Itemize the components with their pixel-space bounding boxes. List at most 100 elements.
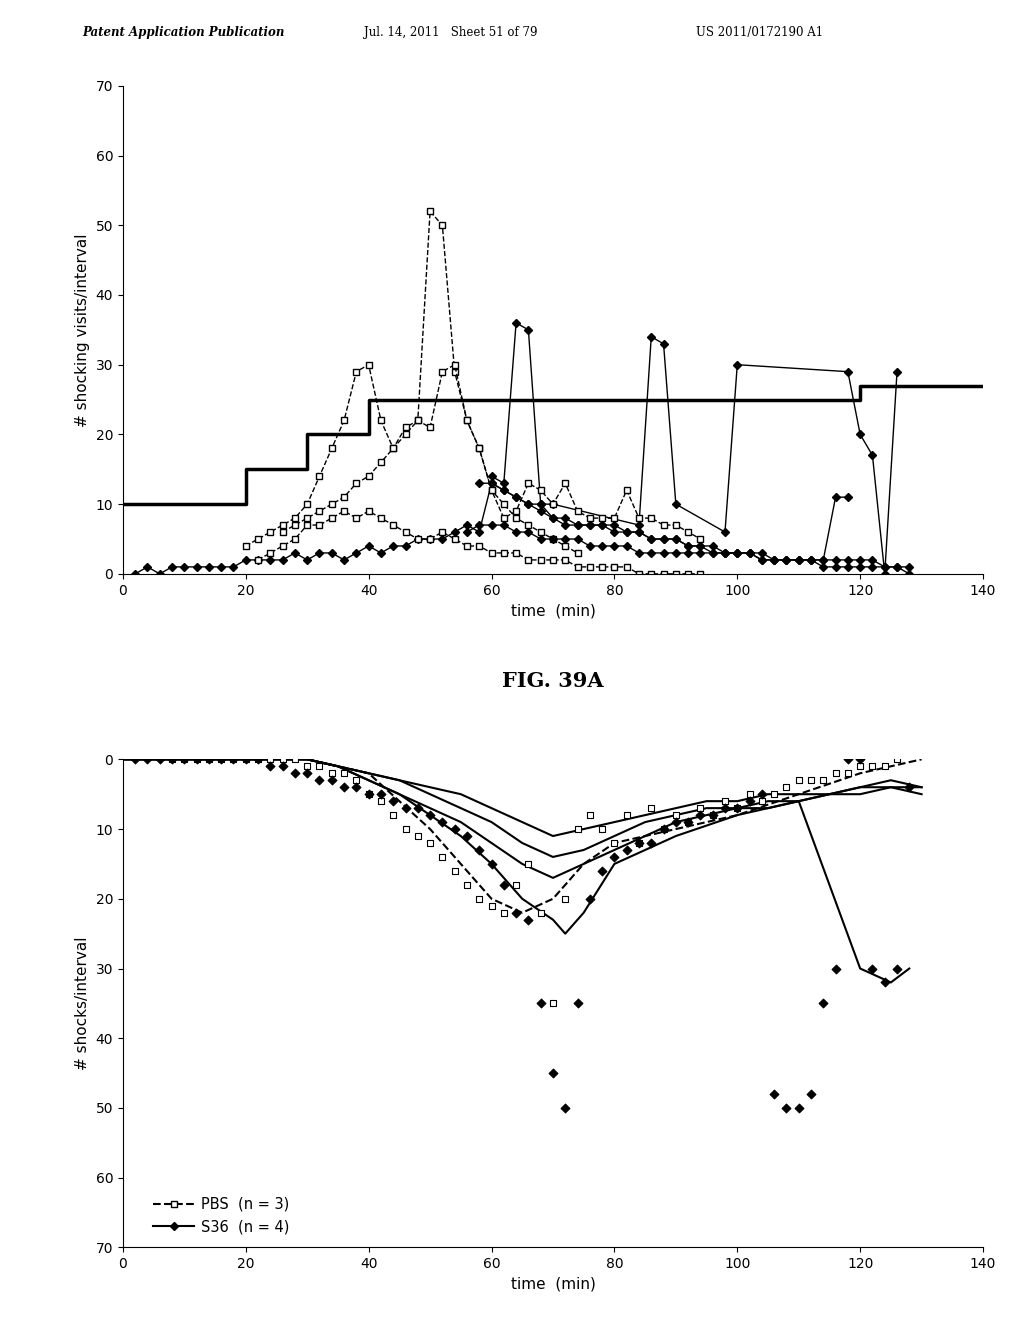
Point (643, 797, 659, 818)
Point (422, 805, 438, 826)
Point (422, 833, 438, 854)
Point (606, 833, 623, 854)
Point (569, 818, 586, 840)
Point (410, 825, 426, 846)
Point (311, 756, 328, 777)
Point (545, 1063, 561, 1084)
Point (741, 791, 758, 812)
Y-axis label: # shocks/interval: # shocks/interval (75, 937, 90, 1071)
Point (434, 812, 451, 833)
Point (582, 888, 598, 909)
Point (483, 853, 500, 874)
Point (557, 888, 573, 909)
Point (754, 784, 770, 805)
Point (803, 1084, 819, 1105)
Text: Jul. 14, 2011   Sheet 51 of 79: Jul. 14, 2011 Sheet 51 of 79 (364, 26, 537, 40)
Point (459, 825, 475, 846)
Point (606, 846, 623, 867)
Point (201, 748, 217, 770)
Point (877, 972, 893, 993)
Point (336, 776, 352, 797)
Point (778, 1097, 795, 1118)
Point (594, 861, 610, 882)
Point (852, 756, 868, 777)
Point (520, 853, 537, 874)
Point (889, 958, 905, 979)
Point (569, 993, 586, 1014)
Point (877, 756, 893, 777)
Point (618, 805, 635, 826)
Point (545, 993, 561, 1014)
Point (225, 748, 242, 770)
Point (299, 763, 315, 784)
Point (631, 833, 647, 854)
Point (508, 902, 524, 923)
Text: US 2011/0172190 A1: US 2011/0172190 A1 (696, 26, 823, 40)
Point (508, 874, 524, 895)
Point (827, 763, 844, 784)
Point (385, 805, 401, 826)
Point (729, 797, 745, 818)
Point (582, 805, 598, 826)
Point (532, 902, 549, 923)
Point (631, 833, 647, 854)
Point (336, 763, 352, 784)
Point (164, 748, 180, 770)
Point (434, 846, 451, 867)
Point (778, 776, 795, 797)
Point (238, 748, 254, 770)
Point (680, 812, 696, 833)
Point (840, 763, 856, 784)
Point (360, 784, 377, 805)
Point (176, 748, 193, 770)
Point (446, 818, 463, 840)
Legend: PBS  (n = 3), S36  (n = 4): PBS (n = 3), S36 (n = 4) (147, 1191, 296, 1239)
Point (741, 784, 758, 805)
Point (311, 770, 328, 791)
X-axis label: time  (min): time (min) (511, 1276, 595, 1292)
Point (827, 958, 844, 979)
Point (471, 888, 487, 909)
Point (299, 756, 315, 777)
Point (324, 770, 340, 791)
Point (791, 770, 807, 791)
Point (446, 861, 463, 882)
Point (655, 818, 672, 840)
Point (668, 805, 684, 826)
Point (188, 748, 205, 770)
Point (471, 840, 487, 861)
Point (717, 797, 733, 818)
Point (213, 748, 229, 770)
Point (262, 748, 279, 770)
Point (901, 776, 918, 797)
Point (532, 993, 549, 1014)
Point (360, 784, 377, 805)
Point (754, 791, 770, 812)
Point (201, 748, 217, 770)
Point (287, 763, 303, 784)
Point (705, 805, 721, 826)
Point (692, 805, 709, 826)
Point (643, 833, 659, 854)
Point (618, 840, 635, 861)
Point (262, 756, 279, 777)
Point (188, 748, 205, 770)
Point (225, 748, 242, 770)
Point (397, 797, 414, 818)
Point (348, 776, 365, 797)
Point (459, 874, 475, 895)
Point (127, 748, 143, 770)
Text: FIG. 39A: FIG. 39A (502, 672, 604, 692)
Point (287, 748, 303, 770)
Point (520, 909, 537, 931)
Point (250, 748, 266, 770)
Point (397, 818, 414, 840)
Point (864, 958, 881, 979)
Point (889, 748, 905, 770)
Point (176, 748, 193, 770)
Point (852, 748, 868, 770)
Point (729, 797, 745, 818)
Point (373, 784, 389, 805)
Point (324, 763, 340, 784)
Text: Patent Application Publication: Patent Application Publication (82, 26, 285, 40)
